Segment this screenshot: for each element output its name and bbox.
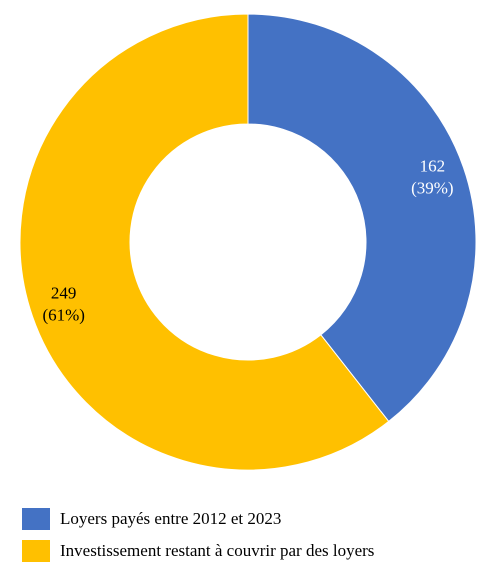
donut-slice	[19, 13, 390, 471]
percent-label: (39%)	[411, 178, 453, 197]
legend-label: Investissement restant à couvrir par des…	[60, 541, 374, 560]
data-label: 162	[420, 156, 446, 175]
data-label: 249	[51, 284, 77, 303]
legend-label: Loyers payés entre 2012 et 2023	[60, 509, 281, 528]
percent-label: (61%)	[42, 306, 84, 325]
donut-slice	[247, 13, 477, 423]
legend-swatch	[22, 508, 50, 530]
legend-swatch	[22, 540, 50, 562]
